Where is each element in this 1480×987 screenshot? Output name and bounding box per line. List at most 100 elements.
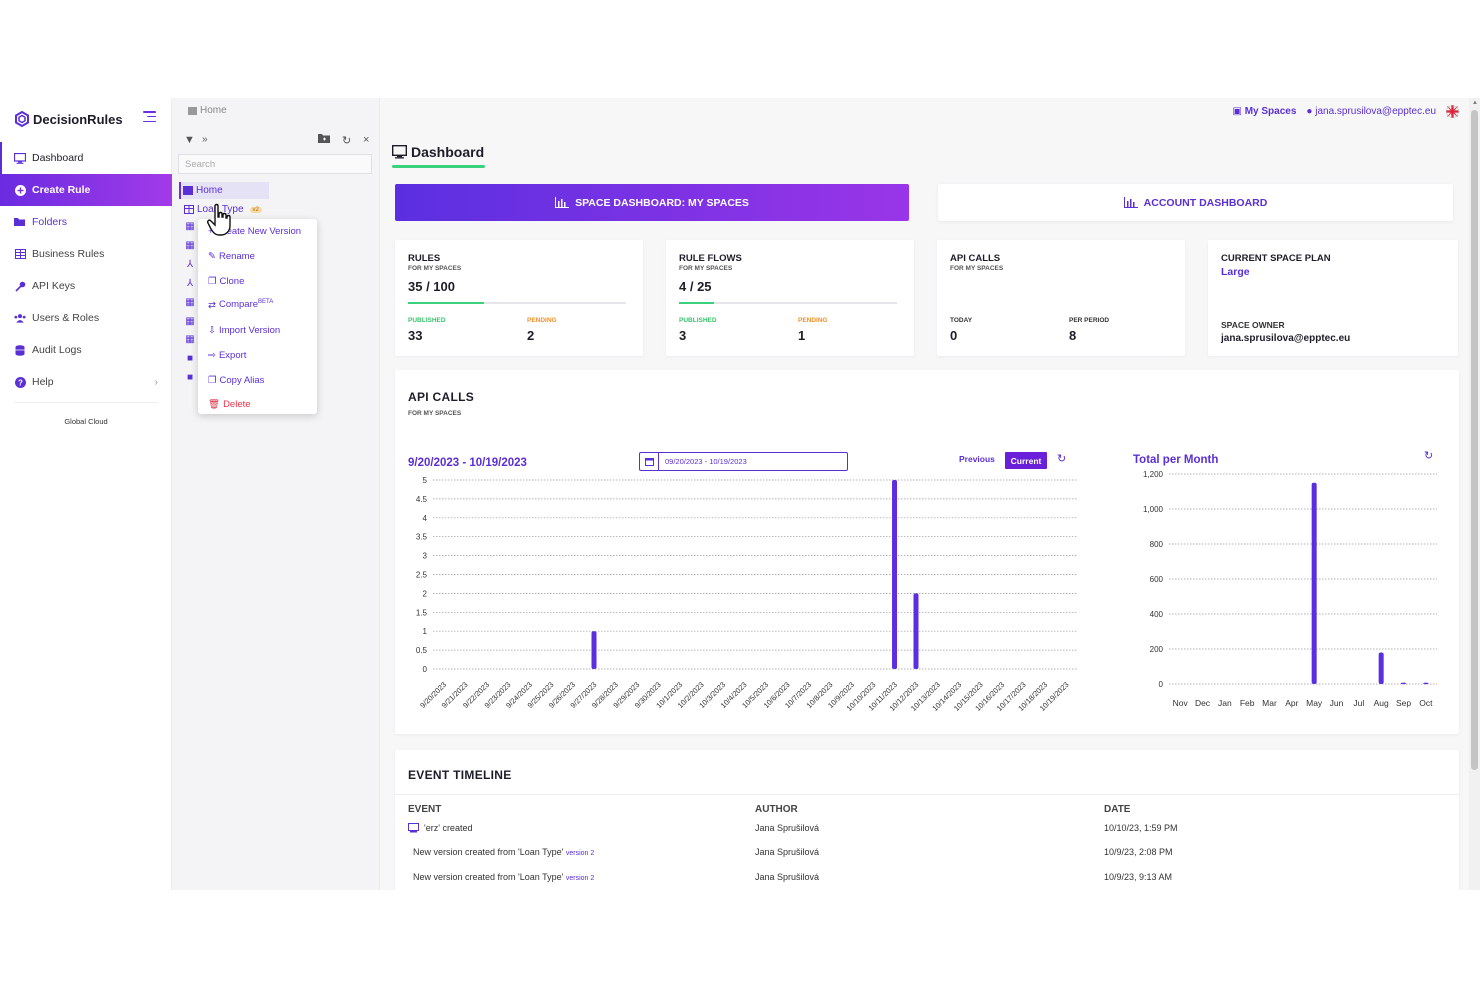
tab-space-dashboard[interactable]: SPACE DASHBOARD: MY SPACES <box>395 184 909 221</box>
progress-fill <box>679 302 714 304</box>
sidebar-item-help[interactable]: ? Help › <box>0 366 172 398</box>
scrollbar-thumb[interactable] <box>1471 110 1478 770</box>
api-calls-chart-card: API CALLS FOR MY SPACES 9/20/2023 - 10/1… <box>395 370 1459 734</box>
menu-item-label: Export <box>218 349 247 361</box>
table-icon[interactable]: ▦ <box>185 334 195 345</box>
event-cell: New version created from 'Loan Type' ver… <box>413 847 594 857</box>
flow-icon[interactable]: ⅄ <box>186 259 194 270</box>
flows-count: 4 / 25 <box>679 279 712 294</box>
event-text: 'erz' created <box>424 823 473 833</box>
space-plan-card: CURRENT SPACE PLAN Large SPACE OWNER jan… <box>1208 240 1458 356</box>
user-menu[interactable]: ● jana.sprusilova@epptec.eu <box>1306 106 1436 117</box>
event-cell: 'erz' created <box>408 823 472 833</box>
export-icon: ⇨ <box>208 349 216 361</box>
table-icon <box>14 248 26 260</box>
section-title: EVENT TIMELINE <box>408 768 512 782</box>
menu-item-copy-alias[interactable]: ❐ Copy Alias <box>208 373 264 387</box>
column-header-event: EVENT <box>408 804 442 815</box>
sidebar-item-business-rules[interactable]: Business Rules <box>0 238 172 270</box>
date-cell: 10/9/23, 9:13 AM <box>1104 872 1173 882</box>
pending-label: PENDING <box>527 317 557 324</box>
previous-button[interactable]: Previous <box>959 454 995 464</box>
refresh-icon[interactable]: ↻ <box>1057 453 1067 465</box>
y-tick-label: 4 <box>423 514 428 523</box>
folder-icon[interactable]: ■ <box>186 372 194 383</box>
rules-card: RULES FOR MY SPACES 35 / 100 PUBLISHED P… <box>395 240 643 356</box>
menu-item-export[interactable]: ⇨ Export <box>208 348 246 362</box>
version-link[interactable]: version 2 <box>565 850 595 857</box>
event-text: New version created from 'Loan Type' <box>413 847 564 857</box>
flow-icon[interactable]: ⅄ <box>186 278 194 289</box>
folder-icon[interactable]: ■ <box>186 353 194 364</box>
scroll-up-arrow-icon[interactable]: ▲ <box>1472 100 1478 106</box>
sidebar-item-label: Help <box>32 376 54 388</box>
folder-tree-panel: Home ▼ » ↻ × Search Home Loan Type v2 ▦ … <box>172 98 380 890</box>
vertical-scrollbar[interactable]: ▲ <box>1469 98 1480 890</box>
collapse-menu-icon[interactable] <box>143 111 156 122</box>
table-icon[interactable]: ▦ <box>185 240 195 251</box>
y-tick-label: 800 <box>1150 540 1164 549</box>
table-icon <box>184 205 194 214</box>
sidebar-item-create-rule[interactable]: Create Rule <box>0 174 172 206</box>
pending-value: 1 <box>798 328 806 343</box>
date-range-input[interactable]: 09/20/2023 - 10/19/2023 <box>639 452 848 471</box>
menu-item-rename[interactable]: ✎ Rename <box>208 249 255 263</box>
pending-label: PENDING <box>798 317 828 324</box>
users-icon <box>14 312 26 324</box>
y-tick-label: 1.5 <box>416 608 428 617</box>
published-label: PUBLISHED <box>679 317 717 324</box>
brand-logo[interactable]: DecisionRules <box>14 108 123 130</box>
y-tick-label: 200 <box>1150 645 1164 654</box>
menu-item-create-new-version[interactable]: + Create New Version <box>208 224 301 238</box>
monitor-icon <box>392 145 407 159</box>
bar <box>892 480 898 669</box>
page-title-text: Dashboard <box>411 144 485 160</box>
calendar-icon[interactable] <box>640 453 659 470</box>
breadcrumb-home[interactable]: Home <box>200 105 227 116</box>
tree-item-loan-type[interactable]: Loan Type v2 <box>184 201 262 218</box>
new-folder-icon[interactable] <box>318 134 330 146</box>
copy-icon: ❐ <box>208 275 217 287</box>
date-range-title: 9/20/2023 - 10/19/2023 <box>408 457 527 469</box>
flows-progress-bar <box>679 302 897 304</box>
context-menu: + Create New Version ✎ Rename ❐ Clone ⇄ … <box>198 219 317 414</box>
event-text: New version created from 'Loan Type' <box>413 872 564 882</box>
refresh-icon[interactable]: ↻ <box>342 135 352 147</box>
menu-item-label: Import Version <box>218 324 281 336</box>
table-icon[interactable]: ▦ <box>185 297 195 308</box>
menu-item-compare[interactable]: ⇄ CompareBETA <box>208 298 273 312</box>
menu-item-import-version[interactable]: ⇩ Import Version <box>208 323 280 337</box>
sidebar-item-api-keys[interactable]: API Keys <box>0 270 172 302</box>
breadcrumb[interactable]: Home <box>188 105 227 116</box>
expand-all-icon[interactable]: » <box>202 134 208 145</box>
menu-item-clone[interactable]: ❐ Clone <box>208 274 244 288</box>
sidebar-item-dashboard[interactable]: Dashboard <box>0 142 172 174</box>
x-tick-label: Jun <box>1330 698 1344 708</box>
author-cell: Jana Sprušilová <box>755 847 820 857</box>
user-email: jana.sprusilova@epptec.eu <box>1315 106 1436 117</box>
menu-item-delete[interactable]: 🗑︎ Delete <box>208 397 251 411</box>
page-title: Dashboard <box>392 144 484 160</box>
x-tick-label: Aug <box>1374 698 1389 708</box>
version-link[interactable]: version 2 <box>565 875 595 882</box>
uk-flag-icon[interactable] <box>1446 105 1459 118</box>
table-icon[interactable]: ▦ <box>185 221 195 232</box>
menu-item-label: Compare <box>218 299 259 311</box>
sidebar-item-users-roles[interactable]: Users & Roles <box>0 302 172 334</box>
sidebar-item-audit-logs[interactable]: Audit Logs <box>0 334 172 366</box>
published-label: PUBLISHED <box>408 317 446 324</box>
table-icon[interactable]: ▦ <box>185 316 195 327</box>
current-button[interactable]: Current <box>1005 452 1047 469</box>
sidebar-item-folders[interactable]: Folders <box>0 206 172 238</box>
filter-icon[interactable]: ▼ <box>184 134 195 146</box>
x-tick-label: Mar <box>1262 698 1277 708</box>
my-spaces-link[interactable]: ▣ My Spaces <box>1232 106 1297 117</box>
sidebar-divider <box>14 402 158 403</box>
tree-search-input[interactable]: Search <box>178 154 372 174</box>
tree-item-home[interactable]: Home <box>179 182 269 199</box>
refresh-icon[interactable]: ↻ <box>1424 450 1434 462</box>
monitor-icon <box>408 823 419 833</box>
tab-account-dashboard[interactable]: ACCOUNT DASHBOARD <box>938 184 1453 221</box>
total-per-month-title: Total per Month <box>1133 454 1219 466</box>
close-icon[interactable]: × <box>363 134 370 146</box>
